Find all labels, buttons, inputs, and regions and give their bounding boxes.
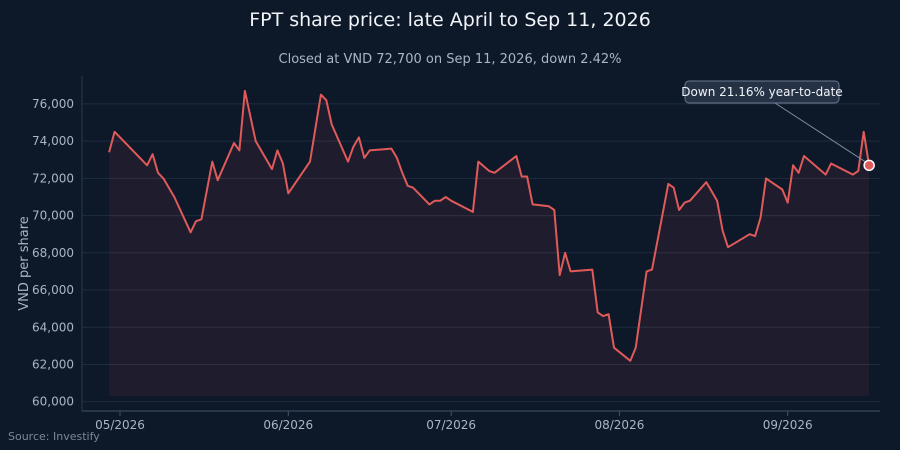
y-tick-label: 60,000 <box>32 395 74 409</box>
callout-box <box>684 80 840 104</box>
x-tick-label: 09/2026 <box>763 418 813 432</box>
x-tick-label: 07/2026 <box>426 418 476 432</box>
price-area-fill <box>109 90 870 397</box>
y-tick-label: 74,000 <box>32 134 74 148</box>
y-tick-label: 76,000 <box>32 97 74 111</box>
x-tick-labels: 05/2026 06/2026 07/2026 08/2026 09/2026 <box>95 411 813 432</box>
last-price-marker[interactable] <box>863 159 875 172</box>
y-tick-label: 66,000 <box>32 283 74 297</box>
price-series-line <box>108 89 871 362</box>
grid-lines <box>82 103 880 403</box>
x-tick-label: 06/2026 <box>263 418 313 432</box>
x-tick-label: 05/2026 <box>95 418 145 432</box>
callout-leader-line <box>774 102 867 163</box>
y-tick-label: 70,000 <box>32 209 74 223</box>
callout-text: Down 21.16% year-to-date <box>681 85 842 99</box>
y-tick-label: 68,000 <box>32 246 74 260</box>
y-tick-label: 62,000 <box>32 357 74 371</box>
y-tick-labels: 60,000 62,000 64,000 66,000 68,000 70,000 72,0… <box>32 97 74 409</box>
y-tick-label: 64,000 <box>32 320 74 334</box>
chart-title: FPT share price: late April to Sep 11, 2… <box>249 9 651 31</box>
y-tick-label: 72,000 <box>32 171 74 185</box>
y-axis-title: VND per share <box>17 216 32 311</box>
ytd-callout: Down 21.16% year-to-date <box>681 80 867 163</box>
axes <box>81 76 880 412</box>
chart-subtitle: Closed at VND 72,700 on Sep 11, 2026, do… <box>278 52 622 67</box>
source-note: Source: Investify <box>8 430 100 443</box>
x-tick-label: 08/2026 <box>594 418 644 432</box>
